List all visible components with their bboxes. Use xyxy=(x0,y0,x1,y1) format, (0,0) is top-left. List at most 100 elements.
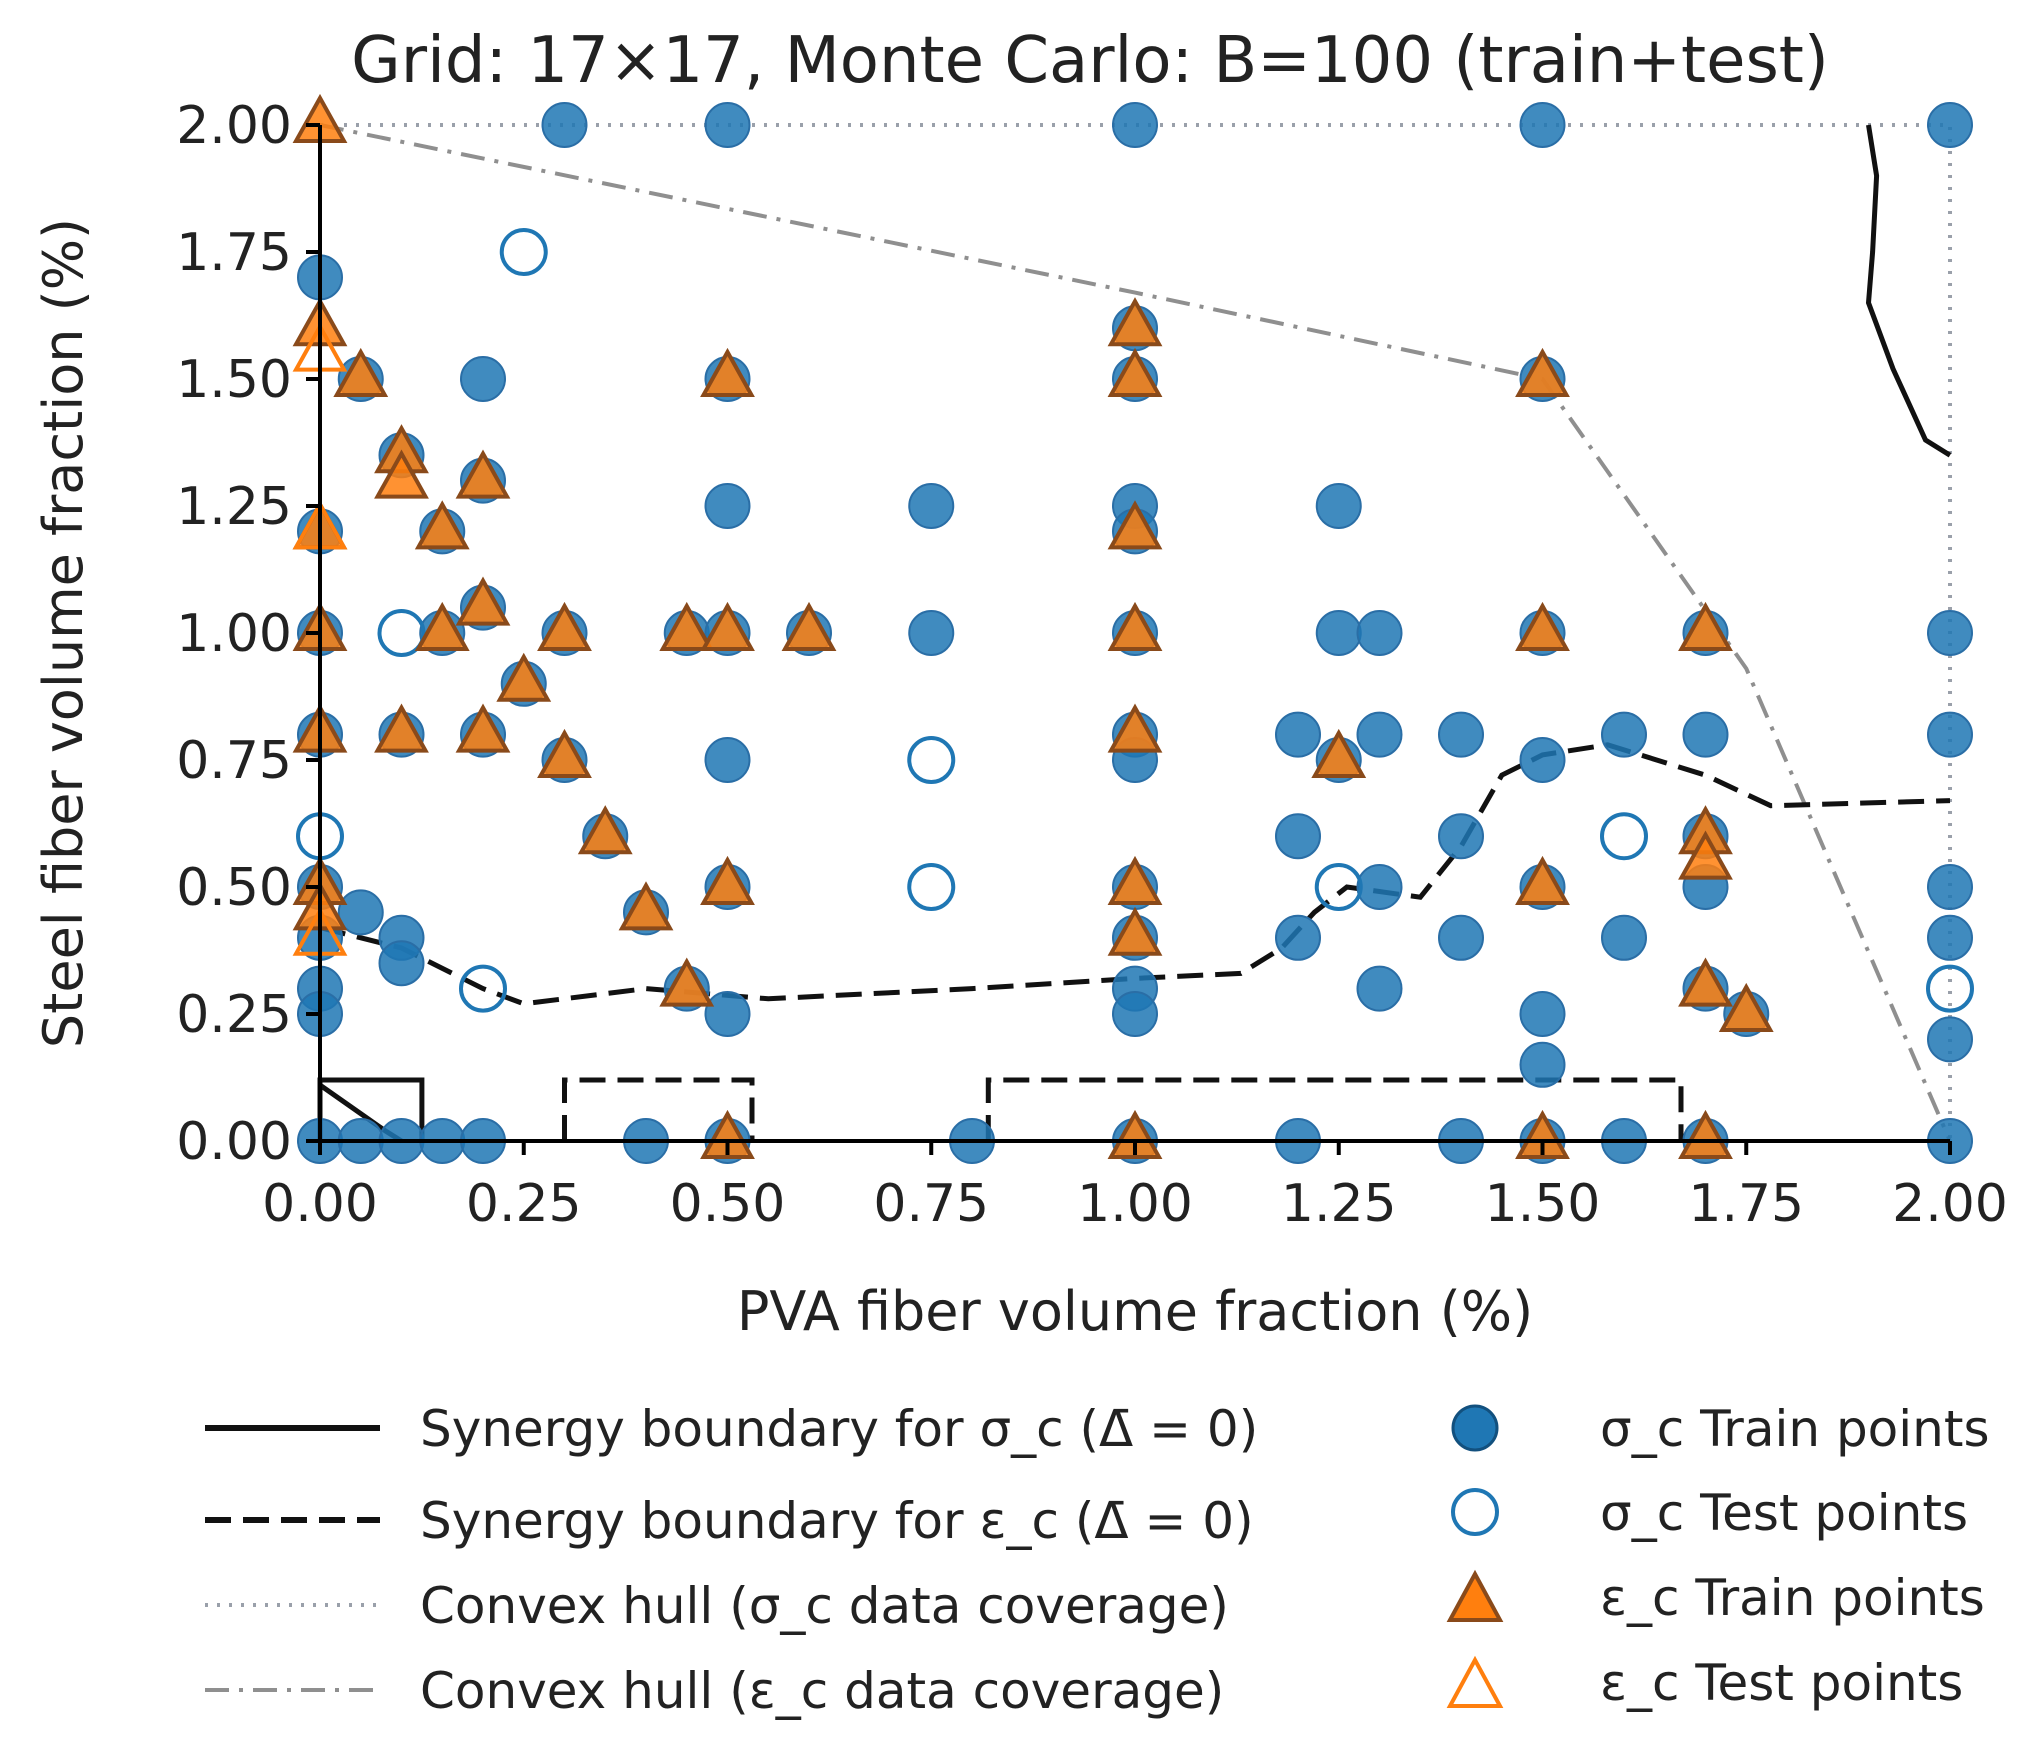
sigma-train-point xyxy=(704,737,751,783)
legend-label-epsilon-boundary: Synergy boundary for ε_c (Δ̄ = 0) xyxy=(420,1492,1254,1550)
epsilon-train-point xyxy=(374,449,429,499)
legend-marker-sigma-train xyxy=(1451,1404,1499,1452)
y-tick-label: 1.75 xyxy=(176,223,292,283)
sigma-train-point xyxy=(1438,914,1484,961)
legend-marker-sigma-test xyxy=(1451,1488,1499,1536)
sigma-train-point xyxy=(1519,737,1566,783)
x-tick-label: 1.00 xyxy=(1077,1174,1193,1234)
legend-marker-epsilon-train xyxy=(1446,1569,1504,1622)
sigma-train-point xyxy=(704,991,751,1037)
sigma-train-point xyxy=(704,102,751,148)
sigma-test-point xyxy=(1600,812,1648,861)
sigma-test-point xyxy=(459,964,507,1013)
x-tick-label: 0.50 xyxy=(670,1174,786,1234)
sigma-train-point xyxy=(1927,711,1973,758)
epsilon-train-point xyxy=(496,652,552,702)
epsilon-boundary-box-1 xyxy=(985,1077,1684,1141)
sigma-train-point xyxy=(541,102,588,148)
epsilon-train-point xyxy=(1107,855,1163,905)
epsilon-train-point xyxy=(577,805,633,855)
sigma-train-point xyxy=(908,483,955,529)
epsilon-train-point xyxy=(455,449,511,499)
epsilon-train-point xyxy=(1678,601,1733,651)
sigma-test-point xyxy=(1314,863,1363,911)
sigma-train-point xyxy=(1519,991,1566,1037)
epsilon-train-point xyxy=(1107,906,1163,956)
x-tick-label: 1.50 xyxy=(1485,1174,1601,1234)
ticks: 0.00 0.25 0.50 0.75 1.00 1.25 1.50 1.75 2.00 0.00… xyxy=(176,96,2008,1234)
sigma-train-point xyxy=(1601,711,1647,758)
legend-label-epsilon-test: ε_c Test points xyxy=(1600,1654,1963,1712)
sigma-train-point xyxy=(1112,991,1158,1037)
sigma-train-point xyxy=(1927,1016,1973,1063)
legend-label-epsilon-hull: Convex hull (ε_c data coverage) xyxy=(420,1662,1224,1720)
epsilon-train-point xyxy=(455,576,511,626)
sigma-train-point xyxy=(1927,610,1973,656)
sigma-test-point xyxy=(907,736,956,784)
sigma-train-point xyxy=(1927,914,1973,961)
epsilon-train-point xyxy=(333,347,389,397)
epsilon-train-point xyxy=(1515,601,1570,651)
sigma-test-point xyxy=(907,863,956,911)
epsilon-train-point xyxy=(1107,1109,1163,1159)
epsilon-train-point xyxy=(1107,297,1163,347)
epsilon-train-point xyxy=(1718,982,1774,1032)
epsilon-train-point xyxy=(700,855,755,905)
y-tick-label: 0.00 xyxy=(176,1112,292,1172)
epsilon-train-point xyxy=(659,957,715,1007)
sigma-train-point xyxy=(908,610,955,656)
sigma-train-point xyxy=(1275,813,1321,860)
sigma-test-point xyxy=(1926,964,1974,1013)
sigma-boundary-line xyxy=(1865,124,1952,458)
x-tick-label: 2.00 xyxy=(1892,1174,2008,1234)
epsilon-train-point xyxy=(1678,830,1733,880)
y-tick-label: 0.75 xyxy=(176,731,292,791)
legend: Synergy boundary for σ_c (Δ̄ = 0) Synerg… xyxy=(205,1400,1990,1720)
epsilon-train-point xyxy=(537,601,592,651)
sigma-test-point xyxy=(377,609,426,657)
sigma-train-point xyxy=(1356,965,1403,1012)
epsilon-train-point xyxy=(1678,1109,1733,1159)
sigma-train-point xyxy=(1438,711,1484,758)
x-tick-label: 0.25 xyxy=(466,1174,582,1234)
epsilon-train-point xyxy=(1515,347,1570,397)
x-tick-label: 0.00 xyxy=(262,1174,378,1234)
sigma-train-point xyxy=(1315,610,1362,656)
y-tick-label: 2.00 xyxy=(176,96,292,156)
x-axis-label: PVA fiber volume fraction (%) xyxy=(737,1280,1533,1343)
sigma-test-point xyxy=(499,228,548,276)
epsilon-train-point xyxy=(1107,500,1163,550)
legend-label-epsilon-train: ε_c Train points xyxy=(1600,1569,1985,1627)
epsilon-train-point xyxy=(374,703,429,753)
y-tick-label: 1.00 xyxy=(176,604,292,664)
epsilon-train-point xyxy=(700,601,755,651)
epsilon-train-point xyxy=(414,601,470,651)
epsilon-train-point xyxy=(700,347,755,397)
epsilon-train-point xyxy=(1515,1109,1570,1159)
x-tick-label: 0.75 xyxy=(873,1174,989,1234)
sigma-train-point xyxy=(1356,864,1403,910)
epsilon-train-point xyxy=(659,601,715,651)
y-tick-label: 0.50 xyxy=(176,858,292,918)
sigma-train-point xyxy=(460,356,506,402)
epsilon-train-point xyxy=(1678,957,1733,1007)
legend-label-sigma-test: σ_c Test points xyxy=(1600,1484,1968,1542)
epsilon-train-point xyxy=(618,881,674,931)
epsilon-train-point xyxy=(455,703,511,753)
epsilon-train-point xyxy=(1311,728,1367,778)
epsilon-boundary-box-0 xyxy=(562,1077,755,1141)
sigma-train-point xyxy=(1112,102,1158,148)
y-tick-label: 1.25 xyxy=(176,477,292,537)
epsilon-train-point xyxy=(414,500,470,550)
sigma-train-point xyxy=(704,483,751,529)
x-tick-label: 1.25 xyxy=(1281,1174,1397,1234)
sigma-train-point xyxy=(1519,102,1566,148)
x-tick-label: 1.75 xyxy=(1688,1174,1804,1234)
sigma-train-point xyxy=(337,889,384,936)
sigma-train-point xyxy=(1601,914,1647,961)
sigma-train-point xyxy=(1927,864,1973,910)
epsilon-train-point xyxy=(781,601,837,651)
chart-title: Grid: 17×17, Monte Carlo: B=100 (train+t… xyxy=(351,24,1829,98)
sigma-train-point xyxy=(1438,813,1484,860)
